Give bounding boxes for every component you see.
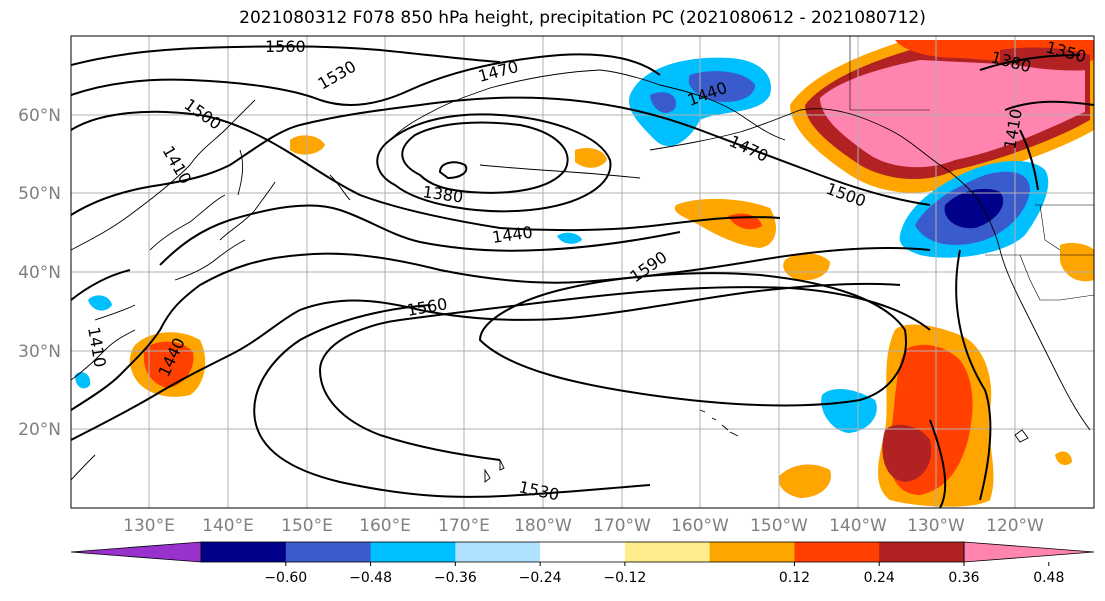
colorbar-extend-high (963, 541, 1095, 563)
contour-label: 1500 (181, 95, 225, 134)
lat-label: 40°N (18, 263, 61, 283)
colorbar-segment (709, 542, 795, 562)
contour-label: 1410 (84, 325, 110, 368)
contour-label: 1470 (726, 131, 771, 165)
lon-label: 150°W (750, 516, 808, 536)
latitude-labels: 60°N 50°N 40°N 30°N 20°N (18, 106, 61, 440)
map-area: 1560 1530 1470 1500 1410 1440 1380 1380 … (71, 36, 1094, 508)
contour-label: 1440 (491, 222, 534, 246)
contour-label: 1590 (626, 247, 670, 286)
contour-label: 1530 (517, 477, 561, 504)
lon-label: 130°W (907, 516, 965, 536)
colorbar-tick-label: −0.12 (603, 570, 646, 586)
lon-label: 170°W (593, 516, 651, 536)
graticule (71, 36, 1094, 508)
coastlines (71, 69, 1091, 483)
colorbar-segment (540, 542, 626, 562)
lon-label: 130°E (123, 516, 175, 536)
colorbar-tick-label: 0.36 (948, 570, 979, 586)
colorbar: −0.60 −0.48 −0.36 −0.24 −0.12 0.12 0.24 0.36 0.4… (70, 541, 1095, 586)
political-borders (849, 36, 1094, 301)
height-contours (71, 45, 1094, 508)
contour-label: 1380 (421, 182, 464, 206)
map-frame (70, 35, 1095, 509)
colorbar-tick-label: 0.12 (779, 570, 810, 586)
lat-label: 30°N (18, 342, 61, 362)
lon-label: 170°E (438, 516, 490, 536)
colorbar-segment (455, 542, 541, 562)
lon-label: 120°W (986, 516, 1044, 536)
lon-label: 180°W (514, 516, 572, 536)
contour-label: 1500 (824, 179, 869, 211)
lat-label: 50°N (18, 184, 61, 204)
longitude-labels: 130°E 140°E 150°E 160°E 170°E 180°W 170°… (123, 516, 1044, 536)
map-title: 2021080312 F078 850 hPa height, precipit… (239, 8, 926, 28)
colorbar-tick-label: −0.60 (264, 570, 307, 586)
colorbar-segment (794, 542, 880, 562)
colorbar-tick-label: −0.24 (519, 570, 562, 586)
contour-label: 1530 (315, 57, 360, 94)
colorbar-segment (624, 542, 711, 562)
colorbar-segment (285, 542, 372, 562)
precip-shading (75, 40, 1094, 507)
colorbar-tick-label: −0.48 (349, 570, 392, 586)
lon-label: 140°E (202, 516, 254, 536)
lon-label: 140°W (829, 516, 887, 536)
lat-label: 60°N (18, 106, 61, 126)
lat-label: 20°N (18, 420, 61, 440)
colorbar-tick-label: 0.48 (1033, 570, 1064, 586)
colorbar-outline (200, 541, 965, 563)
colorbar-segment (370, 542, 456, 562)
colorbar-tick-label: −0.36 (434, 570, 477, 586)
colorbar-tick-label: 0.24 (864, 570, 895, 586)
colorbar-extend-low (70, 541, 202, 563)
lon-label: 160°E (359, 516, 411, 536)
contour-label: 1560 (405, 294, 448, 320)
lon-label: 160°W (671, 516, 729, 536)
lon-label: 150°E (281, 516, 333, 536)
contour-label: 1560 (265, 37, 306, 56)
colorbar-segment (201, 542, 287, 562)
colorbar-segment (879, 542, 965, 562)
